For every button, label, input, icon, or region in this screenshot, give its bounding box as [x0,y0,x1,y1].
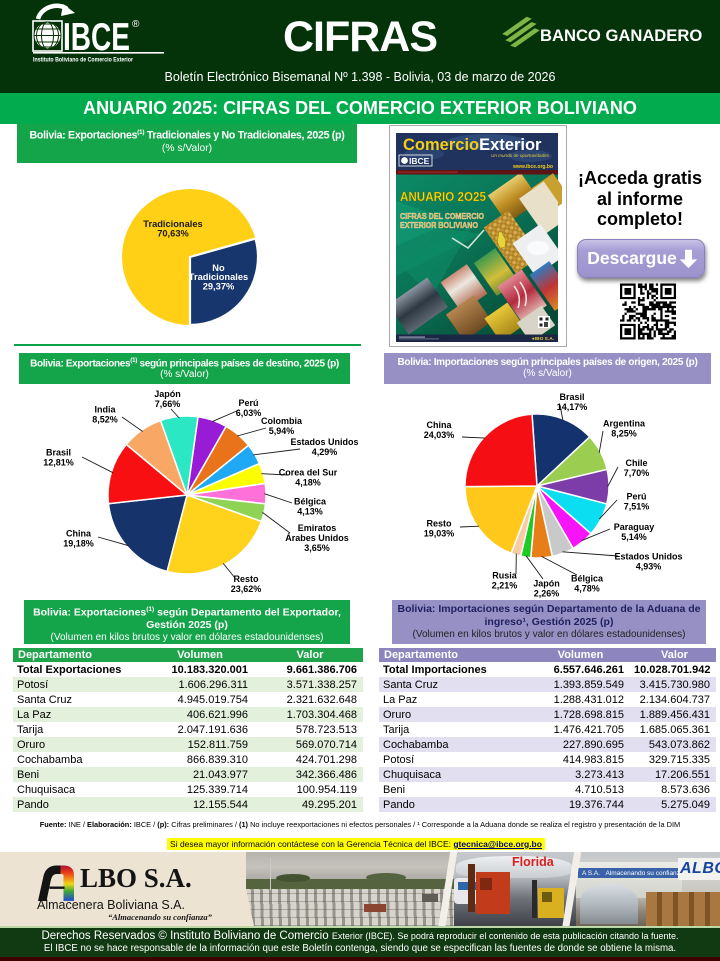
svg-text:Colombia: Colombia [261,416,303,426]
svg-text:7,51%: 7,51% [624,502,650,512]
svg-text:Bélgica: Bélgica [294,497,327,507]
svg-text:5,14%: 5,14% [621,532,647,542]
svg-text:Brasil: Brasil [559,392,584,402]
svg-text:IBCE: IBCE [63,16,130,59]
svg-text:8,52%: 8,52% [92,415,118,425]
svg-text:®: ® [132,19,140,30]
svg-text:IBCE: IBCE [409,156,430,166]
svg-text:Brasil: Brasil [46,448,71,458]
svg-text:2,26%: 2,26% [534,589,560,599]
svg-text:Perú: Perú [238,398,258,408]
svg-text:Instituto Boliviano de Comerci: Instituto Boliviano de Comercio Exterior [33,57,133,64]
svg-text:8,25%: 8,25% [611,429,637,439]
svg-text:BANCO GANADERO: BANCO GANADERO [540,26,702,45]
svg-text:7,66%: 7,66% [155,399,181,409]
svg-text:4,29%: 4,29% [312,447,338,457]
svg-text:Corea del Sur: Corea del Sur [279,468,338,478]
svg-text:Estados Unidos: Estados Unidos [614,552,682,562]
svg-text:4,93%: 4,93% [636,562,662,572]
svg-text:Paraguay: Paraguay [614,522,655,532]
svg-text:12,81%: 12,81% [43,458,74,468]
svg-text:ANUARIO 2O25: ANUARIO 2O25 [400,189,486,204]
svg-text:24,03%: 24,03% [424,430,455,440]
svg-text:70,63%: 70,63% [157,228,189,238]
svg-text:3,65%: 3,65% [304,543,330,553]
svg-text:Japón: Japón [533,579,560,589]
svg-text:4,13%: 4,13% [297,507,323,517]
svg-text:14,17%: 14,17% [557,402,588,412]
svg-text:Perú: Perú [626,492,646,502]
svg-text:CIFRAS DEL COMERCIO: CIFRAS DEL COMERCIO [400,211,484,221]
svg-text:29,37%: 29,37% [203,281,235,291]
svg-text:4,78%: 4,78% [574,584,600,594]
svg-text:6,03%: 6,03% [236,408,262,418]
svg-text:Resto: Resto [426,519,452,529]
svg-text:7,70%: 7,70% [624,468,650,478]
svg-text:23,62%: 23,62% [231,584,262,594]
svg-text:Rusia: Rusia [492,571,518,581]
svg-text:Emiratos: Emiratos [298,523,337,533]
svg-text:ComercioExterior: ComercioExterior [403,136,542,154]
svg-text:www.ibce.org.bo: www.ibce.org.bo [512,164,553,170]
svg-text:China: China [66,529,92,539]
svg-text:19,18%: 19,18% [63,539,94,549]
svg-text:Un mundo de oportunidades: Un mundo de oportunidades [491,153,550,158]
svg-text:4,18%: 4,18% [295,478,321,488]
svg-text:Estados Unidos: Estados Unidos [290,437,358,447]
svg-text:5,94%: 5,94% [269,426,295,436]
svg-text:19,03%: 19,03% [424,529,455,539]
svg-text:Árabes Unidos: Árabes Unidos [285,533,349,543]
svg-text:Tradicionales: Tradicionales [143,219,202,229]
svg-text:Japón: Japón [154,389,181,399]
svg-text:China: China [426,420,452,430]
svg-text:Resto: Resto [233,574,259,584]
svg-text:India: India [94,405,116,415]
svg-text:2,21%: 2,21% [492,581,518,591]
svg-text:EXTERIOR BOLIVIANO: EXTERIOR BOLIVIANO [400,220,478,230]
svg-text:Argentina: Argentina [603,419,646,429]
svg-text:No: No [212,263,225,273]
svg-text:Chile: Chile [625,458,647,468]
svg-text:Bélgica: Bélgica [571,574,604,584]
svg-text:●IBO S.A.: ●IBO S.A. [532,336,554,342]
svg-text:Tradicionales: Tradicionales [189,272,248,282]
